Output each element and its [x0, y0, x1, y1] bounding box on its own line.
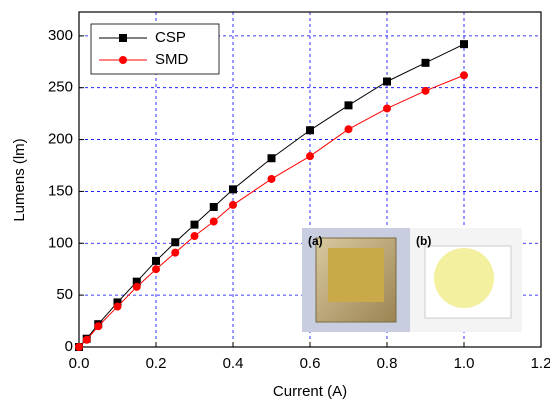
point — [171, 249, 179, 257]
chart: (a) (b) Current (A) Lumens (lm) 0 50 100 15… — [0, 0, 550, 407]
point — [191, 232, 199, 240]
point — [210, 203, 218, 211]
point — [152, 265, 160, 273]
point — [94, 322, 102, 330]
y-tick-label: 100 — [48, 234, 73, 251]
y-axis-label: Lumens (lm) — [11, 138, 28, 221]
point — [210, 218, 218, 226]
x-tick-label: 0.6 — [300, 355, 321, 372]
legend-label: SMD — [155, 51, 189, 68]
y-tick-label: 50 — [56, 286, 73, 303]
point — [75, 343, 83, 351]
x-tick-label: 0.2 — [146, 355, 167, 372]
point — [191, 221, 199, 229]
inset-photos: (a) (b) — [302, 228, 522, 332]
point — [229, 185, 237, 193]
point — [422, 59, 430, 67]
photo-b-phosphor — [434, 248, 494, 308]
point — [345, 101, 353, 109]
y-tick-label: 300 — [48, 27, 73, 44]
annotation: (a) — [308, 234, 323, 248]
point — [268, 175, 276, 183]
legend-marker — [119, 56, 127, 64]
point — [83, 336, 91, 344]
y-tick-label: 250 — [48, 79, 73, 96]
x-axis-label: Current (A) — [273, 383, 347, 400]
point — [268, 154, 276, 162]
point — [460, 71, 468, 79]
legend-label: CSP — [155, 29, 186, 46]
x-tick-label: 1.0 — [454, 355, 475, 372]
y-tick-label: 0 — [65, 338, 73, 355]
point — [152, 257, 160, 265]
legend-marker — [119, 34, 127, 42]
x-tick-label: 0.8 — [377, 355, 398, 372]
point — [114, 303, 122, 311]
x-tick-label: 0.4 — [223, 355, 244, 372]
point — [345, 125, 353, 133]
point — [306, 126, 314, 134]
x-tick-label: 0.0 — [69, 355, 90, 372]
point — [383, 104, 391, 112]
point — [171, 238, 179, 246]
photo-a-phosphor — [328, 248, 384, 302]
point — [460, 40, 468, 48]
point — [383, 77, 391, 85]
annotation: (b) — [416, 234, 431, 248]
x-tick-label: 1.2 — [531, 355, 550, 372]
y-tick-label: 200 — [48, 131, 73, 148]
point — [229, 201, 237, 209]
point — [422, 87, 430, 95]
point — [133, 283, 141, 291]
point — [306, 152, 314, 160]
y-tick-label: 150 — [48, 182, 73, 199]
